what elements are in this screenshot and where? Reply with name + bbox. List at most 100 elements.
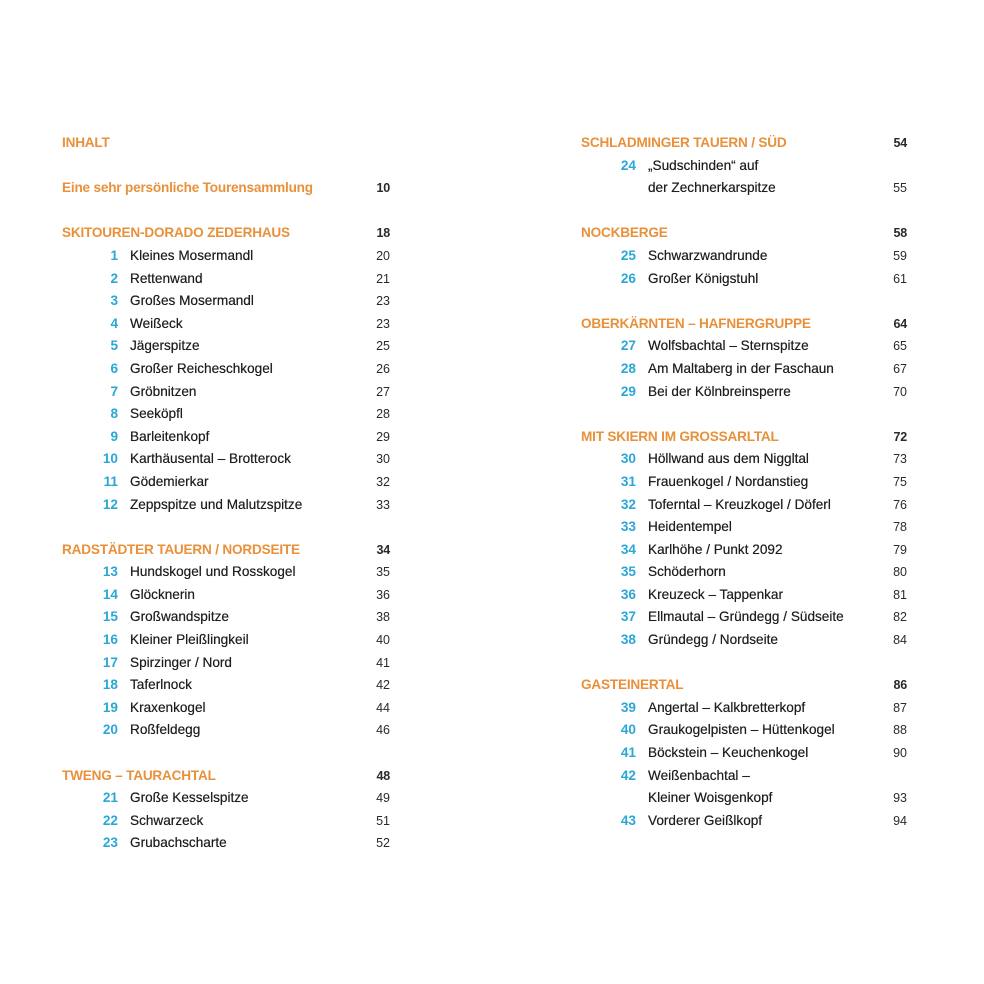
toc-entry[interactable]: 25 Schwarzwandrunde 59 [581,245,907,268]
toc-entry[interactable]: 10 Karthäusental – Brotterock 30 [62,448,390,471]
toc-entry[interactable]: der Zechnerkarspitze 55 [581,177,907,200]
entry-title: SCHLADMINGER TAUERN / SÜD [581,135,787,150]
toc-entry[interactable]: 38 Gründegg / Nordseite 84 [581,629,907,652]
toc-entry[interactable]: 41 Böckstein – Keuchenkogel 90 [581,742,907,765]
toc-entry[interactable]: 9 Barleitenkopf 29 [62,426,390,449]
toc-entry[interactable]: 24 „Sudschinden“ auf [581,155,907,178]
tour-number: 2 [110,270,118,286]
toc-entry[interactable]: 42 Weißenbachtal – [581,765,907,788]
tour-number: 11 [103,473,118,489]
tour-number: 30 [620,451,636,467]
toc-entry[interactable]: 22 Schwarzeck 51 [62,810,390,833]
toc-entry[interactable]: 37 Ellmautal – Gründegg / Südseite 82 [581,606,907,629]
entry-title: der Zechnerkarspitze [648,180,776,196]
spacer [581,290,907,313]
toc-entry[interactable]: 2 Rettenwand 21 [62,268,390,291]
toc-entry[interactable]: 8 Seeköpfl 28 [62,403,390,426]
toc-entry[interactable]: 31 Frauenkogel / Nordanstieg 75 [581,471,907,494]
toc-section-heading[interactable]: GASTEINERTAL 86 [581,674,907,697]
entry-title: Wolfsbachtal – Sternspitze [648,338,809,354]
entry-title: Glöcknerin [130,586,195,602]
toc-section-heading[interactable]: SCHLADMINGER TAUERN / SÜD 54 [581,132,907,155]
entry-title: Kraxenkogel [130,699,206,715]
spacer [62,516,390,539]
page-number: 65 [893,339,907,354]
entry-title: Großer Reicheschkogel [130,360,273,376]
toc-section-heading[interactable]: NOCKBERGE 58 [581,222,907,245]
page-number: 93 [893,791,907,806]
toc-entry[interactable]: 14 Glöcknerin 36 [62,584,390,607]
spacer [581,403,907,426]
toc-entry[interactable]: 7 Gröbnitzen 27 [62,381,390,404]
entry-title: Roßfeldegg [130,722,201,738]
toc-entry[interactable]: 3 Großes Mosermandl 23 [62,290,390,313]
tour-number: 26 [620,270,636,286]
entry-title: Spirzinger / Nord [130,654,232,670]
toc-entry[interactable]: 1 Kleines Mosermandl 20 [62,245,390,268]
tour-number: 27 [620,338,636,354]
toc-section-heading[interactable]: INHALT [62,132,390,155]
entry-title: RADSTÄDTER TAUERN / NORDSEITE [62,541,300,557]
toc-section-heading[interactable]: Eine sehr persönliche Tourensammlung 10 [62,177,390,200]
toc-entry[interactable]: 29 Bei der Kölnbreinsperre 70 [581,381,907,404]
toc-entry[interactable]: 27 Wolfsbachtal – Sternspitze 65 [581,335,907,358]
toc-entry[interactable]: 4 Weißeck 23 [62,313,390,336]
toc-entry[interactable]: 26 Großer Königstuhl 61 [581,268,907,291]
entry-title: INHALT [62,135,110,150]
toc-entry[interactable]: 5 Jägerspitze 25 [62,335,390,358]
toc-entry[interactable]: 15 Großwandspitze 38 [62,606,390,629]
entry-title: Barleitenkopf [130,428,210,444]
page-number: 73 [893,452,907,467]
toc-entry[interactable]: 17 Spirzinger / Nord 41 [62,652,390,675]
toc-section-heading[interactable]: MIT SKIERN IM GROSSARLTAL 72 [581,426,907,449]
page-number: 42 [376,678,390,693]
toc-entry[interactable]: 6 Großer Reicheschkogel 26 [62,358,390,381]
entry-title: Graukogelpisten – Hüttenkogel [648,722,835,738]
tour-number: 42 [620,767,636,783]
toc-entry[interactable]: 28 Am Maltaberg in der Faschaun 67 [581,358,907,381]
tour-number: 41 [620,745,636,761]
toc-entry[interactable]: 23 Grubachscharte 52 [62,832,390,855]
spacer [62,155,390,178]
toc-entry[interactable]: 40 Graukogelpisten – Hüttenkogel 88 [581,719,907,742]
page-number: 54 [893,136,907,150]
page-number: 34 [376,542,390,557]
toc-entry[interactable]: 16 Kleiner Pleißlingkeil 40 [62,629,390,652]
page-number: 72 [893,429,907,444]
toc-entry[interactable]: 21 Große Kesselspitze 49 [62,787,390,810]
toc-entry[interactable]: 32 Toferntal – Kreuzkogel / Döferl 76 [581,494,907,517]
toc-section-heading[interactable]: OBERKÄRNTEN – HAFNERGRUPPE 64 [581,313,907,336]
toc-section-heading[interactable]: TWENG – TAURACHTAL 48 [62,765,390,788]
toc-entry[interactable]: 34 Karlhöhe / Punkt 2092 79 [581,539,907,562]
entry-title: Böckstein – Keuchenkogel [648,745,809,761]
entry-title: „Sudschinden“ auf [648,157,759,173]
toc-entry[interactable]: 13 Hundskogel und Rosskogel 35 [62,561,390,584]
toc-section-heading[interactable]: SKITOUREN-DORADO ZEDERHAUS 18 [62,222,390,245]
page-number: 26 [376,361,390,376]
page-number: 52 [376,836,390,851]
page-number: 25 [376,339,390,354]
tour-number: 43 [620,812,636,828]
toc-entry[interactable]: 19 Kraxenkogel 44 [62,697,390,720]
toc-entry[interactable]: 43 Vorderer Geißlkopf 94 [581,810,907,833]
toc-entry[interactable]: 36 Kreuzeck – Tappenkar 81 [581,584,907,607]
toc-entry[interactable]: 30 Höllwand aus dem Niggltal 73 [581,448,907,471]
toc-entry[interactable]: 20 Roßfeldegg 46 [62,719,390,742]
page-number: 61 [893,271,907,286]
toc-entry[interactable]: 35 Schöderhorn 80 [581,561,907,584]
tour-number: 15 [102,609,118,625]
tour-number: 25 [620,247,636,263]
toc-entry[interactable]: 18 Taferlnock 42 [62,674,390,697]
entry-title: Höllwand aus dem Niggltal [648,451,809,467]
tour-number: 13 [102,564,118,580]
page-number: 70 [893,384,907,399]
toc-entry[interactable]: 39 Angertal – Kalkbretterkopf 87 [581,697,907,720]
toc-entry[interactable]: 11 Gödemierkar 32 [62,471,390,494]
entry-title: Großwandspitze [130,609,229,625]
toc-entry[interactable]: 33 Heidentempel 78 [581,516,907,539]
toc-section-heading[interactable]: RADSTÄDTER TAUERN / NORDSEITE 34 [62,539,390,562]
toc-entry[interactable]: 12 Zeppspitze und Malutzspitze 33 [62,494,390,517]
entry-title: Bei der Kölnbreinsperre [648,383,791,399]
tour-number: 9 [110,428,118,444]
toc-entry[interactable]: Kleiner Woisgenkopf 93 [581,787,907,810]
